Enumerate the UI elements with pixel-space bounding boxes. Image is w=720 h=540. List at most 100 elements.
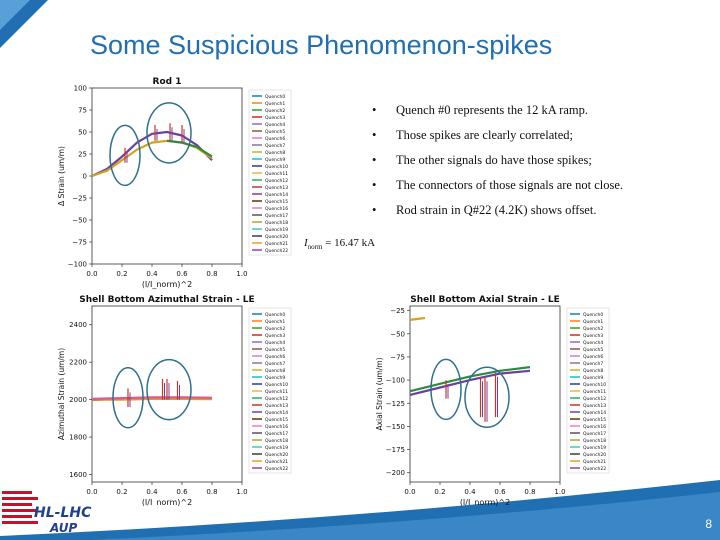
legend-entry: Quench17 bbox=[265, 431, 288, 437]
legend-entry: Quench19 bbox=[583, 445, 606, 451]
y-tick-label: −150 bbox=[386, 423, 405, 431]
bullet-item: • Those spikes are clearly correlated; bbox=[372, 128, 573, 142]
legend-entry: Quench17 bbox=[265, 213, 288, 219]
legend-entry: Quench12 bbox=[265, 178, 288, 184]
legend-entry: Quench19 bbox=[265, 227, 288, 233]
page-title: Some Suspicious Phenomenon-spikes bbox=[90, 30, 553, 60]
logo-stripes bbox=[2, 491, 38, 524]
bottom-wave-decoration bbox=[0, 480, 720, 540]
y-tick-label: 2400 bbox=[69, 321, 87, 329]
legend-entry: Quench18 bbox=[265, 220, 288, 226]
legend-entry: Quench15 bbox=[265, 417, 288, 423]
x-axis-label: (I/I_norm)^2 bbox=[142, 498, 192, 506]
legend-entry: Quench10 bbox=[265, 164, 288, 170]
legend-entry: Quench19 bbox=[265, 445, 288, 451]
legend-entry: Quench8 bbox=[265, 368, 285, 374]
legend-entry: Quench13 bbox=[265, 185, 288, 191]
x-tick-label: 1.0 bbox=[554, 488, 565, 496]
legend-entry: Quench7 bbox=[265, 143, 285, 149]
legend-entry: Quench15 bbox=[265, 199, 288, 205]
legend-entry: Quench1 bbox=[265, 319, 285, 325]
legend-entry: Quench7 bbox=[265, 361, 285, 367]
y-tick-label: 2000 bbox=[69, 396, 87, 404]
y-tick-label: −75 bbox=[72, 239, 87, 247]
legend-entry: Quench21 bbox=[265, 459, 288, 465]
y-tick-label: 1600 bbox=[69, 471, 87, 479]
legend-entry: Quench20 bbox=[265, 452, 288, 458]
legend-entry: Quench10 bbox=[583, 382, 606, 388]
x-tick-label: 0.4 bbox=[464, 488, 476, 496]
bullet-text: The other signals do have those spikes; bbox=[396, 153, 592, 167]
y-tick-label: −125 bbox=[386, 400, 405, 408]
page-number: 8 bbox=[705, 517, 712, 531]
inorm-symbol: I bbox=[304, 237, 308, 249]
bullet-text: Quench #0 represents the 12 kA ramp. bbox=[396, 103, 588, 117]
x-tick-label: 0.4 bbox=[146, 488, 158, 496]
y-tick-label: 100 bbox=[74, 85, 87, 93]
bullet-item: • Rod strain in Q#22 (4.2K) shows offset. bbox=[372, 203, 597, 217]
x-tick-label: 0.6 bbox=[494, 488, 506, 496]
legend-entry: Quench0 bbox=[265, 94, 285, 100]
x-tick-label: 0.8 bbox=[524, 488, 535, 496]
x-tick-label: 0.8 bbox=[206, 488, 217, 496]
legend-entry: Quench22 bbox=[265, 466, 288, 472]
legend-entry: Quench8 bbox=[583, 368, 603, 374]
spike-highlight-ellipse bbox=[146, 102, 192, 164]
legend-entry: Quench6 bbox=[583, 354, 603, 360]
legend-entry: Quench5 bbox=[583, 347, 603, 353]
y-tick-label: 75 bbox=[78, 107, 87, 115]
legend-entry: Quench8 bbox=[265, 150, 285, 156]
legend-entry: Quench1 bbox=[583, 319, 603, 325]
legend-entry: Quench14 bbox=[265, 192, 288, 198]
x-tick-label: 0.2 bbox=[434, 488, 445, 496]
series-line bbox=[91, 396, 213, 400]
legend-entry: Quench14 bbox=[265, 410, 288, 416]
legend-entry: Quench11 bbox=[583, 389, 606, 395]
legend-entry: Quench12 bbox=[583, 396, 606, 402]
bullet-list: • Quench #0 represents the 12 kA ramp. • T… bbox=[372, 98, 623, 223]
y-tick-label: −25 bbox=[72, 195, 87, 203]
x-tick-label: 0.6 bbox=[176, 488, 188, 496]
legend-entry: Quench0 bbox=[265, 312, 285, 318]
rod1-strain-chart: Rod 1 0.0 0.2 0.4 0.6 0.8 1.0 100 75 50 25 0 −25 −50 −… bbox=[57, 77, 292, 289]
legend-entry: Quench20 bbox=[265, 234, 288, 240]
y-tick-label: 2200 bbox=[69, 359, 87, 367]
legend-entry: Quench11 bbox=[265, 389, 288, 395]
y-tick-label: −25 bbox=[390, 307, 405, 315]
legend-entry: Quench18 bbox=[583, 438, 606, 444]
azimuthal-strain-chart: Shell Bottom Azimuthal Strain - LE 0.0 0.2… bbox=[57, 295, 292, 506]
y-tick-label: −100 bbox=[386, 377, 405, 385]
legend-entry: Quench22 bbox=[583, 466, 606, 472]
series-line bbox=[409, 366, 531, 393]
series-line bbox=[92, 397, 213, 401]
legend-entry: Quench5 bbox=[265, 129, 285, 135]
legend-entry: Quench1 bbox=[265, 101, 285, 107]
legend-entry: Quench16 bbox=[265, 206, 288, 212]
legend-entry: Quench9 bbox=[583, 375, 603, 381]
x-tick-label: 1.0 bbox=[236, 488, 247, 496]
legend-entry: Quench4 bbox=[265, 340, 285, 346]
legend-entry: Quench22 bbox=[265, 248, 288, 254]
bullet-text: Those spikes are clearly correlated; bbox=[396, 128, 573, 142]
legend-entry: Quench11 bbox=[265, 171, 288, 177]
hl-lhc-aup-logo: HL-LHC AUP bbox=[2, 491, 92, 535]
x-axis-label: (I/I_norm)^2 bbox=[460, 498, 510, 506]
legend-entry: Quench0 bbox=[583, 312, 603, 318]
y-axis-label: Azimuthal Strain (um/m) bbox=[57, 348, 66, 440]
y-tick-label: 0 bbox=[83, 173, 87, 181]
bullet-item: • Quench #0 represents the 12 kA ramp. bbox=[372, 103, 588, 117]
bullet-text: The connectors of those signals are not … bbox=[396, 178, 624, 192]
series-line bbox=[409, 369, 531, 396]
logo-text-top: HL-LHC bbox=[34, 505, 92, 521]
inorm-subscript: norm bbox=[307, 243, 323, 252]
legend-entry: Quench12 bbox=[265, 396, 288, 402]
chart-title: Shell Bottom Axial Strain - LE bbox=[410, 295, 559, 305]
legend-entry: Quench13 bbox=[265, 403, 288, 409]
legend-entry: Quench16 bbox=[583, 424, 606, 430]
legend-entry: Quench13 bbox=[583, 403, 606, 409]
legend-entry: Quench4 bbox=[583, 340, 603, 346]
legend-entry: Quench17 bbox=[583, 431, 606, 437]
x-tick-label: 0.8 bbox=[206, 270, 217, 278]
legend-entry: Quench2 bbox=[265, 326, 285, 332]
spike-highlight-ellipse bbox=[146, 358, 192, 421]
